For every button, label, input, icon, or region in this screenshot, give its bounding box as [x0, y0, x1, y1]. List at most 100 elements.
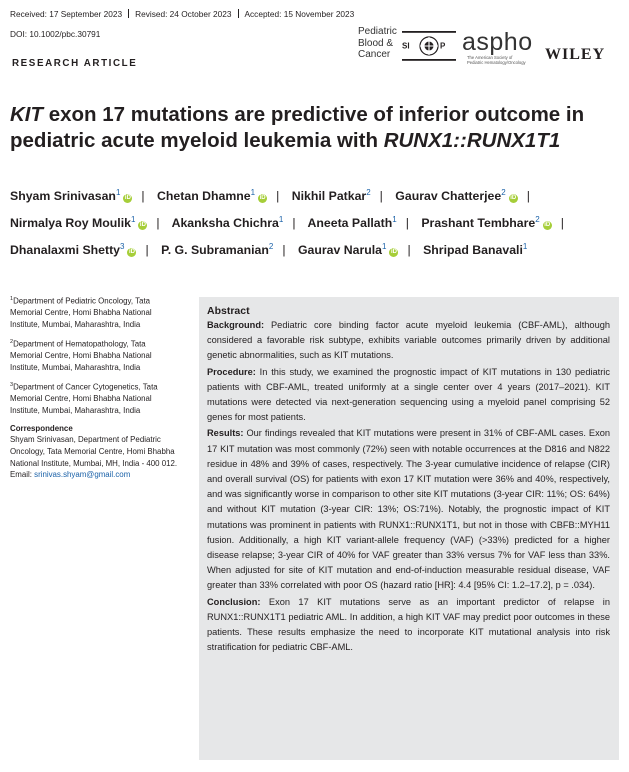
author-name-text: Prashant Tembhare — [421, 216, 536, 230]
received-date: Received: 17 September 2023 — [10, 9, 123, 19]
correspondence-heading: Correspondence — [10, 423, 73, 433]
section-label: Results: — [207, 428, 244, 439]
affiliation-text: Department of Pediatric Oncology, Tata M… — [10, 296, 152, 329]
svg-text:SI: SI — [402, 42, 410, 51]
author-affiliation-number[interactable]: 2 — [268, 242, 274, 251]
abstract-box: Abstract Background: Pediatric core bind… — [199, 297, 619, 760]
affiliation-text: Department of Hematopathology, Tata Memo… — [10, 339, 152, 372]
section-text: In this study, we examined the prognosti… — [207, 366, 610, 423]
author-name[interactable]: Nikhil Patkar2 — [291, 188, 371, 203]
orcid-icon[interactable]: iD — [123, 194, 133, 203]
author-name[interactable]: Prashant Tembhare2iD — [421, 215, 552, 230]
author-affiliation-number[interactable]: 1 — [130, 215, 136, 224]
author-affiliation-number[interactable]: 2 — [535, 215, 540, 224]
article-title: KIT exon 17 mutations are predictive of … — [10, 102, 620, 154]
author-name-text: Dhanalaxmi Shetty — [10, 243, 121, 257]
author-name-text: Aneeta Pallath — [307, 216, 393, 230]
author-name[interactable]: Gaurav Narula1iD — [297, 242, 399, 257]
orcid-icon[interactable]: iD — [138, 221, 148, 230]
affiliation: 3Department of Cancer Cytogenetics, Tata… — [10, 380, 178, 416]
article-type: RESEARCH ARTICLE — [12, 58, 138, 69]
author-name-text: Nirmalya Roy Moulik — [10, 216, 131, 230]
author-affiliation-number[interactable]: 1 — [392, 215, 397, 224]
correspondence-text: Shyam Srinivasan, Department of Pediatri… — [10, 434, 178, 480]
author-affiliation-number[interactable]: 2 — [366, 188, 371, 197]
abstract-heading: Abstract — [207, 305, 250, 317]
author-list: Shyam Srinivasan1iD | Chetan Dhamne1iD | N… — [10, 181, 620, 262]
abstract-procedure: Procedure: In this study, we examined th… — [207, 365, 610, 426]
orcid-icon[interactable]: iD — [542, 221, 552, 230]
title-fusion: RUNX1::RUNX1T1 — [383, 129, 561, 152]
author-name[interactable]: Nirmalya Roy Moulik1iD — [10, 215, 148, 230]
author-affiliation-number[interactable]: 1 — [382, 242, 387, 251]
author-name-text: Akanksha Chichra — [171, 216, 279, 230]
affiliation: 2Department of Hematopathology, Tata Mem… — [10, 337, 178, 373]
affiliation-text: Department of Cancer Cytogenetics, Tata … — [10, 382, 158, 415]
aspho-tagline: The American Society of Pediatric Hemato… — [467, 55, 526, 65]
author-separator: | — [526, 189, 530, 203]
author-separator: | — [292, 216, 296, 230]
section-text: Pediatric core binding factor acute myel… — [207, 320, 610, 361]
section-label: Background: — [207, 320, 265, 330]
section-text: Exon 17 KIT mutations serve as an import… — [207, 596, 610, 653]
correspondence-address: Shyam Srinivasan, Department of Pediatri… — [10, 435, 178, 468]
affiliations: 1Department of Pediatric Oncology, Tata … — [10, 294, 178, 481]
author-name[interactable]: Shyam Srinivasan1iD — [10, 188, 133, 203]
divider — [237, 9, 239, 18]
section-label: Conclusion: — [207, 596, 261, 607]
aspho-tagline-line: Pediatric Hematology/Oncology — [467, 60, 526, 65]
accepted-date: Accepted: 15 November 2023 — [244, 9, 355, 19]
doi[interactable]: DOI: 10.1002/pbc.30791 — [10, 29, 101, 39]
title-text: exon 17 mutations are predictive of infe… — [10, 103, 585, 152]
author-separator: | — [560, 216, 564, 230]
author-separator: | — [282, 243, 286, 257]
siop-logo: SI P — [402, 31, 456, 61]
author-separator: | — [379, 189, 383, 203]
affiliation-number: 1 — [10, 296, 14, 302]
author-name[interactable]: Dhanalaxmi Shetty3iD — [10, 242, 137, 257]
author-affiliation-number[interactable]: 1 — [522, 242, 528, 251]
svg-text:P: P — [440, 42, 446, 51]
author-name-text: Gaurav Chatterjee — [395, 189, 502, 203]
orcid-icon[interactable]: iD — [258, 194, 268, 203]
section-text: Our findings revealed that KIT mutations… — [207, 428, 610, 591]
author-name[interactable]: Gaurav Chatterjee2iD — [395, 188, 518, 203]
author-separator: | — [407, 243, 411, 257]
author-affiliation-number[interactable]: 1 — [115, 188, 121, 197]
author-separator: | — [276, 189, 280, 203]
author-separator: | — [145, 243, 149, 257]
revised-date: Revised: 24 October 2023 — [135, 9, 232, 19]
orcid-icon[interactable]: iD — [508, 194, 518, 203]
author-name-text: Shyam Srinivasan — [10, 189, 116, 203]
author-name[interactable]: Chetan Dhamne1iD — [157, 188, 268, 203]
orcid-icon[interactable]: iD — [127, 248, 137, 257]
author-name-text: Gaurav Narula — [297, 243, 383, 257]
title-gene: KIT — [10, 103, 44, 126]
email-link[interactable]: srinivas.shyam@gmail.com — [34, 470, 131, 480]
email-label: Email: — [10, 470, 35, 480]
author-name-text: P. G. Subramanian — [161, 243, 269, 257]
author-affiliation-number[interactable]: 1 — [278, 215, 284, 224]
aspho-logo[interactable]: aspho — [462, 28, 533, 56]
author-affiliation-number[interactable]: 2 — [501, 188, 506, 197]
author-name-text: Shripad Banavali — [423, 243, 523, 257]
author-name-text: Nikhil Patkar — [291, 189, 367, 203]
author-affiliation-number[interactable]: 3 — [120, 242, 125, 251]
section-label: Procedure: — [207, 366, 256, 377]
author-separator: | — [405, 216, 409, 230]
affiliation: 1Department of Pediatric Oncology, Tata … — [10, 294, 178, 330]
divider — [128, 9, 130, 18]
author-name[interactable]: Shripad Banavali1 — [423, 242, 528, 257]
author-name[interactable]: Akanksha Chichra1 — [171, 215, 284, 230]
abstract-results: Results: Our findings revealed that KIT … — [207, 426, 610, 593]
author-affiliation-number[interactable]: 1 — [250, 188, 256, 197]
journal-logo[interactable]: Pediatric Blood & Cancer — [358, 26, 397, 61]
author-name-text: Chetan Dhamne — [157, 189, 251, 203]
author-name[interactable]: Aneeta Pallath1 — [307, 215, 397, 230]
aspho-tagline-line: The American Society of — [467, 55, 513, 60]
author-separator: | — [141, 189, 145, 203]
orcid-icon[interactable]: iD — [389, 248, 399, 257]
author-name[interactable]: P. G. Subramanian2 — [161, 242, 274, 257]
wiley-logo[interactable]: WILEY — [545, 46, 606, 63]
abstract-background: Background: Pediatric core binding facto… — [207, 318, 610, 364]
